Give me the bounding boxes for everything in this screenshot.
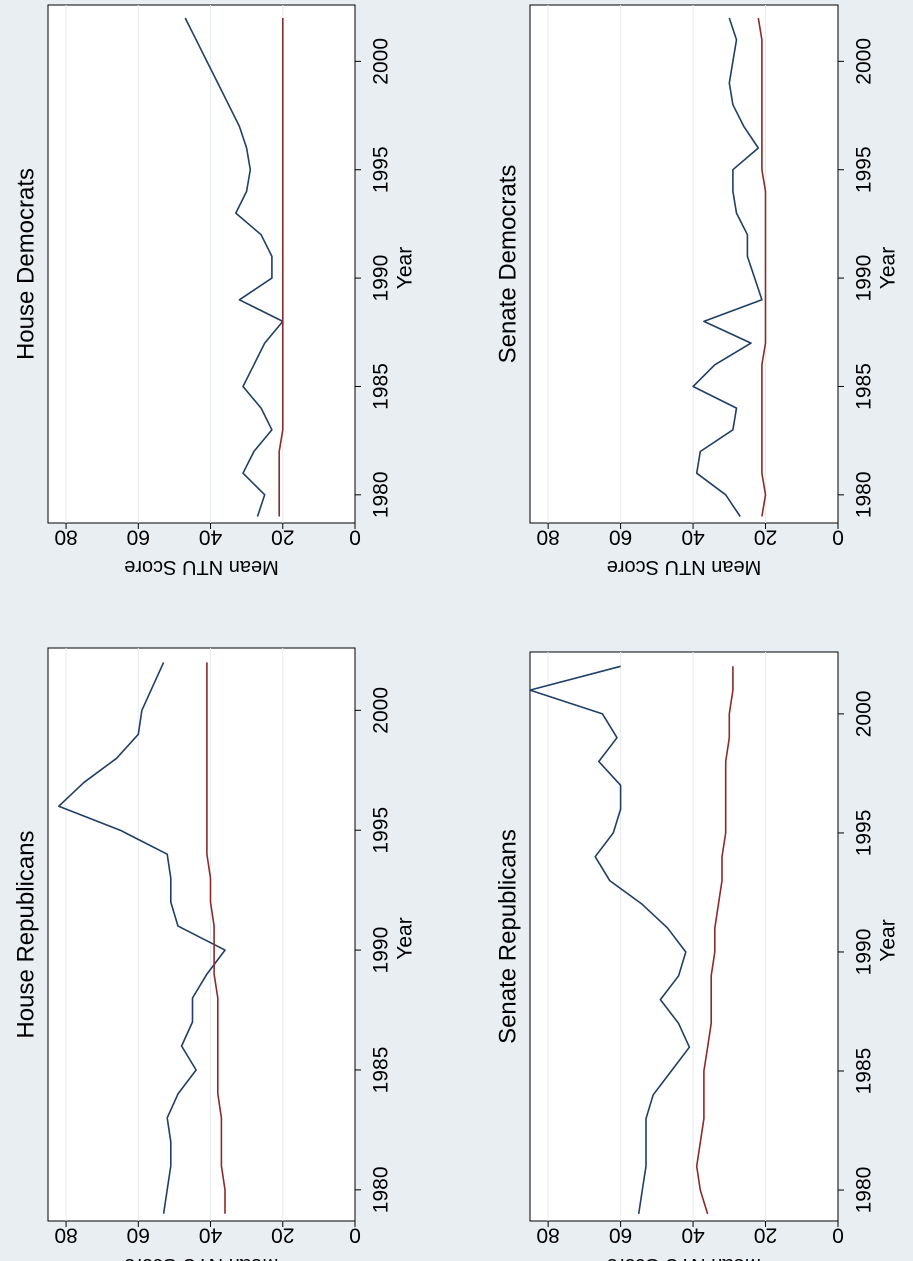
y-tick-label: 0 — [349, 1224, 361, 1247]
x-axis-label: Year — [877, 919, 900, 961]
x-tick-label: 1985 — [853, 1048, 876, 1095]
series-line-primary — [692, 17, 763, 517]
x-tick-label: 1995 — [370, 807, 393, 854]
x-tick-label: 1980 — [370, 471, 393, 518]
chart-panel: 0 20 40 60 80 1980 1985 1990 1995 2000 Year Mean NT… — [13, 4, 417, 578]
series-line-primary — [529, 665, 691, 1215]
x-tick-label: 1990 — [853, 929, 876, 976]
chart-panel: 0 20 40 60 80 1980 1985 1990 1995 2000 Year Mean NT… — [495, 4, 900, 578]
plot-area — [47, 647, 356, 1222]
x-axis-label: Year — [394, 247, 417, 289]
series-line-secondary — [278, 18, 284, 517]
chart-title: House Democrats — [13, 168, 40, 360]
y-tick-label: 80 — [54, 526, 77, 549]
y-axis-label: Mean NTU Score — [124, 1254, 279, 1261]
x-tick-label: 1985 — [370, 363, 393, 410]
y-tick-label: 40 — [199, 1224, 222, 1247]
series-line-primary — [57, 662, 226, 1214]
chart-title: Senate Republicans — [495, 829, 522, 1044]
plot-area — [529, 651, 839, 1222]
y-tick-label: 0 — [832, 1224, 844, 1247]
y-tick-label: 60 — [609, 526, 632, 549]
x-tick-label: 2000 — [370, 38, 393, 85]
x-tick-label: 1980 — [370, 1166, 393, 1213]
y-tick-label: 60 — [127, 526, 150, 549]
x-tick-label: 1995 — [853, 810, 876, 857]
y-axis-label: Mean NTU Score — [607, 556, 762, 578]
y-tick-label: 20 — [271, 1224, 294, 1247]
series-line-secondary — [695, 666, 734, 1215]
y-tick-label: 40 — [681, 1224, 704, 1247]
chart-panel: 0 20 40 60 80 1980 1985 1990 1995 2000 Year Mean NT… — [495, 651, 900, 1261]
chart-panel: 0 20 40 60 80 1980 1985 1990 1995 2000 Year Mean NT… — [13, 647, 417, 1261]
y-tick-label: 0 — [832, 526, 844, 549]
series-line-secondary — [206, 662, 226, 1214]
x-tick-label: 1990 — [370, 927, 393, 974]
y-axis-label: Mean NTU Score — [607, 1254, 762, 1261]
x-tick-label: 2000 — [853, 691, 876, 738]
y-tick-label: 40 — [681, 526, 704, 549]
y-axis-label: Mean NTU Score — [124, 556, 279, 578]
chart-title: Senate Democrats — [495, 165, 522, 364]
series-line-primary — [184, 17, 284, 517]
y-tick-label: 60 — [127, 1224, 150, 1247]
x-tick-label: 1990 — [853, 255, 876, 302]
x-tick-label: 1980 — [853, 471, 876, 518]
x-axis-label: Year — [394, 917, 417, 959]
y-tick-label: 40 — [199, 526, 222, 549]
x-tick-label: 2000 — [370, 687, 393, 734]
x-tick-label: 1980 — [853, 1167, 876, 1214]
x-tick-label: 1990 — [370, 255, 393, 302]
y-tick-label: 80 — [54, 1224, 77, 1247]
plot-area — [529, 4, 839, 524]
y-tick-label: 60 — [609, 1224, 632, 1247]
x-tick-label: 1995 — [370, 146, 393, 193]
y-tick-label: 80 — [536, 526, 559, 549]
plot-area — [47, 4, 356, 524]
x-tick-label: 1995 — [853, 146, 876, 193]
x-axis-label: Year — [877, 247, 900, 289]
x-tick-label: 1985 — [370, 1047, 393, 1094]
chart-title: House Republicans — [13, 830, 40, 1038]
y-tick-label: 20 — [754, 526, 777, 549]
y-tick-label: 0 — [349, 526, 361, 549]
series-line-secondary — [757, 17, 767, 517]
y-tick-label: 80 — [536, 1224, 559, 1247]
y-tick-label: 20 — [271, 526, 294, 549]
y-tick-label: 20 — [754, 1224, 777, 1247]
x-tick-label: 1985 — [853, 363, 876, 410]
x-tick-label: 2000 — [853, 38, 876, 85]
